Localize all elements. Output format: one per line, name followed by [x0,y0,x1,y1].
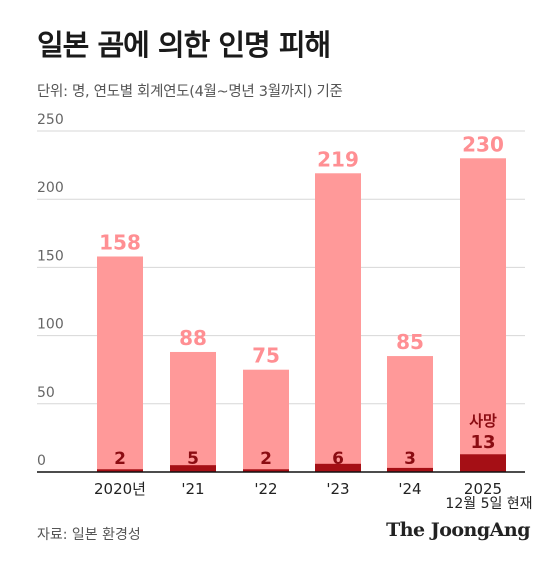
bar-death [97,469,143,472]
y-tick-label: 150 [37,248,64,264]
x-category-label: '22 [254,480,277,498]
value-label-death: 6 [332,449,344,469]
source-note: 자료: 일본 환경성 [37,527,141,543]
value-label-injury: 230 [462,132,504,156]
x-category-label: '24 [398,480,421,498]
value-label-death: 3 [404,449,416,469]
y-tick-label: 100 [37,317,64,333]
bar-injury [170,351,216,472]
x-category-label: 2020년 [94,480,146,498]
x-category-label: 2025 [464,480,502,498]
x-category-label: '21 [181,480,204,498]
chart-subtitle: 단위: 명, 연도별 회계연도(4월~명년 3월까지) 기준 [37,84,343,100]
x-category-label: '23 [326,480,349,498]
bar-chart: 0 50 100 150 200 250 158 2 2020년 88 5 '21 75 2 '22 219 6… [37,112,533,510]
value-label-injury: 88 [179,326,207,350]
y-tick-label: 200 [37,180,64,196]
bar-injury [97,256,143,472]
bar-injury [243,369,289,472]
y-tick-label: 50 [37,385,55,401]
value-label-injury: 219 [317,147,359,171]
bar-death [387,467,433,472]
bar-injury [315,173,361,472]
bar-injury [460,158,506,472]
y-tick-label: 0 [37,453,46,469]
y-tick-label: 250 [37,112,64,128]
value-label-injury: 158 [99,230,141,254]
bar-death [315,463,361,472]
value-label-death: 2 [260,449,272,469]
value-label-death: 5 [187,449,199,469]
value-label-injury: 85 [396,330,424,354]
value-label-injury: 75 [252,344,280,368]
value-label-death: 13 [470,432,495,453]
bar-death [460,454,506,472]
chart-title: 일본 곰에 의한 인명 피해 [37,28,331,62]
value-label-death: 2 [114,449,126,469]
x-category-note: 12월 5일 현재 [445,496,532,510]
series-label-death: 사망 [469,412,497,430]
bar-death [243,469,289,472]
bar-injury [387,356,433,472]
bar-death [170,465,216,472]
brand-logo: The JoongAng [386,519,530,541]
